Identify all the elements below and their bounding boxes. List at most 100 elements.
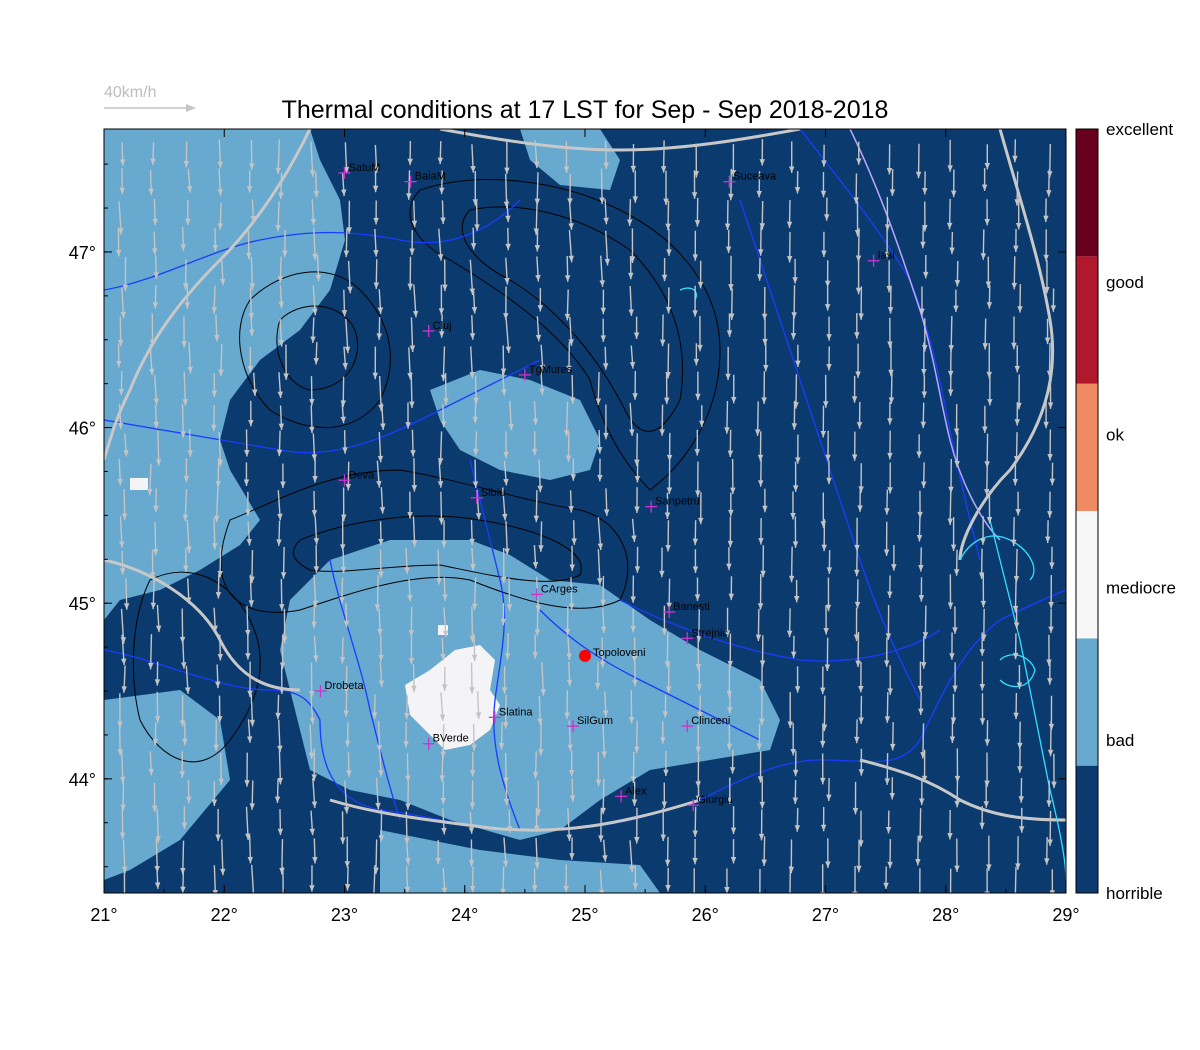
- wind-arrowhead: [954, 775, 961, 783]
- wind-arrowhead: [916, 535, 923, 542]
- wind-arrowhead: [730, 170, 737, 177]
- wind-arrowhead: [181, 662, 187, 669]
- station-label: Suceava: [733, 171, 777, 183]
- wind-arrowhead: [794, 187, 801, 194]
- wind-arrowhead: [472, 199, 479, 206]
- wind-arrowhead: [534, 862, 540, 869]
- wind-arrowhead: [147, 488, 153, 496]
- wind-arrowhead: [179, 720, 186, 727]
- wind-arrowhead: [310, 336, 316, 344]
- wind-arrowhead: [603, 432, 609, 440]
- x-tick-label: 22°: [211, 905, 238, 925]
- wind-arrowhead: [978, 572, 985, 579]
- wind-arrowhead: [211, 424, 217, 432]
- longitude-axis: 21° 22° 23° 24° 25° 26° 27° 28° 29°: [90, 129, 1080, 925]
- wind-arrowhead: [695, 663, 702, 671]
- wind-arrowhead: [757, 898, 762, 904]
- wind-arrowhead: [756, 190, 762, 198]
- wind-arrowhead: [694, 220, 701, 227]
- wind-arrowhead: [438, 308, 445, 315]
- x-tick-label: 26°: [692, 905, 719, 925]
- wind-arrowhead: [631, 535, 637, 542]
- wind-arrowhead: [309, 170, 316, 177]
- wind-arrowhead: [665, 884, 671, 892]
- wind-arrowhead: [947, 165, 953, 172]
- wind-arrowhead: [217, 654, 223, 661]
- wind-arrowhead: [183, 160, 190, 168]
- wind-arrowhead: [661, 628, 668, 636]
- wind-arrowhead: [820, 687, 826, 695]
- wind-arrowhead: [380, 423, 386, 430]
- wind-arrowhead: [569, 853, 575, 860]
- wind-arrowhead: [406, 193, 412, 200]
- wind-arrowhead: [980, 600, 987, 608]
- wind-arrowhead: [918, 595, 925, 602]
- wind-arrowhead: [245, 653, 251, 660]
- wind-arrowhead: [186, 186, 193, 193]
- wind-arrowhead: [409, 401, 415, 409]
- wind-arrowhead: [950, 544, 957, 552]
- wind-arrowhead: [756, 743, 763, 750]
- colorbar-label: mediocre: [1106, 578, 1176, 597]
- wind-arrowhead: [890, 743, 896, 751]
- wind-arrowhead: [564, 275, 571, 282]
- wind-arrowhead: [600, 599, 606, 607]
- wind-arrowhead: [629, 865, 635, 873]
- wind-arrowhead: [373, 282, 380, 290]
- wind-arrowhead: [884, 660, 890, 667]
- wind-arrowhead: [121, 686, 127, 693]
- station-label: SatuM: [349, 162, 381, 174]
- wind-arrowhead: [442, 594, 448, 601]
- wind-arrowhead: [469, 371, 475, 379]
- wind-arrowhead: [980, 253, 987, 260]
- river-jiu: [329, 559, 401, 821]
- wind-arrowhead: [534, 629, 541, 636]
- wind-arrowhead: [373, 250, 379, 257]
- colorbar: horrible bad mediocre ok good excellent: [1075, 120, 1176, 903]
- wind-arrowhead: [569, 564, 575, 571]
- wind-arrowhead: [954, 800, 960, 808]
- wind-arrowhead: [277, 828, 284, 836]
- wind-arrowhead: [858, 717, 864, 724]
- wind-arrowhead: [506, 826, 513, 833]
- wind-arrowhead: [949, 247, 955, 255]
- wind-arrowhead: [250, 215, 256, 223]
- wind-arrowhead: [602, 710, 609, 717]
- wind-arrowhead: [979, 649, 985, 656]
- wind-arrowhead: [1046, 190, 1052, 197]
- coast-black-sea: [989, 519, 1066, 881]
- wind-arrowhead: [1011, 539, 1017, 547]
- wind-arrowhead: [155, 459, 162, 466]
- south-danube-bad: [380, 830, 660, 893]
- wind-arrowhead: [150, 602, 157, 610]
- wind-arrowhead: [249, 803, 255, 810]
- wind-arrowhead: [786, 630, 793, 638]
- wind-arrowhead: [820, 824, 827, 832]
- wind-arrowhead: [566, 679, 573, 687]
- wind-arrowhead: [182, 399, 188, 406]
- wind-arrowhead: [851, 454, 858, 461]
- wind-arrowhead: [1046, 800, 1052, 807]
- wind-arrowhead: [469, 538, 475, 546]
- wind-arrowhead: [1043, 421, 1049, 429]
- wind-arrowhead: [604, 258, 610, 266]
- wind-arrowhead: [665, 545, 671, 552]
- wind-arrowhead: [1048, 602, 1054, 609]
- colorbar-label: excellent: [1106, 120, 1173, 139]
- wind-arrowhead: [824, 664, 831, 671]
- wind-arrowhead: [599, 661, 606, 668]
- wind-arrowhead: [1014, 419, 1020, 426]
- mediocre-patch-small: [438, 625, 448, 635]
- wind-arrowhead: [857, 505, 863, 512]
- wind-arrowhead: [888, 397, 895, 404]
- wind-arrowhead: [762, 338, 768, 346]
- station-label: BaiaM: [415, 171, 446, 183]
- wind-arrowhead: [438, 518, 445, 525]
- wind-arrowhead: [470, 166, 476, 173]
- colorbar-label: ok: [1106, 426, 1124, 445]
- wind-arrowhead: [699, 420, 705, 428]
- wind-arrowhead: [309, 828, 315, 836]
- wind-arrowhead: [343, 250, 350, 257]
- wind-arrowhead: [411, 220, 418, 228]
- wind-arrowhead: [757, 776, 764, 783]
